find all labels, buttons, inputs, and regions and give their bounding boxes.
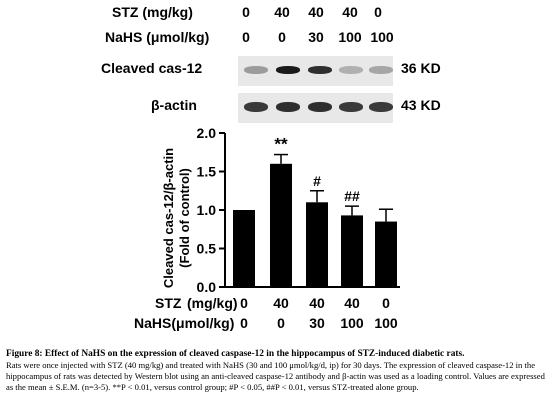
significance-mark: ** [274,135,288,154]
header-stz-value: 0 [374,4,382,20]
blot-band [276,102,300,112]
header-nahs-label: NaHS (μmol/kg) [105,29,210,45]
y-tick-label: 1.0 [197,202,217,218]
blot-band [308,66,332,74]
bars: **### [233,135,397,287]
blot-band [244,102,268,112]
bar [375,221,397,287]
header-stz-value: 40 [342,4,358,20]
significance-mark: ## [344,188,360,204]
x-row-value: 40 [273,295,289,311]
blot-band [308,102,332,112]
x-row-value: 0 [382,295,390,311]
header-nahs-value: 100 [370,29,394,45]
y-axis: 0.0 0.5 1.0 1.5 2.0 [197,125,400,295]
blot-panel-actin [238,93,393,123]
bar [306,202,328,287]
header-nahs-value: 100 [338,29,362,45]
y-tick-label: 1.5 [197,164,217,180]
x-row-value: 100 [340,315,364,331]
header-nahs-value: 0 [278,29,286,45]
x-row-value: 0 [240,315,248,331]
x-row-unit: (mg/kg) [187,295,238,311]
bar-chart: 0.00.51.01.52.0 **### STZ (mg/kg) 0 40 40 40 0… [134,125,400,331]
y-axis-label-unit: (Fold of control) [177,168,192,268]
header-stz-value: 40 [308,4,324,20]
blot-band [369,102,393,112]
y-tick-label: 0.5 [197,241,217,257]
x-row-value: 0 [277,315,285,331]
bar [270,163,292,287]
header-nahs-value: 0 [242,29,250,45]
blot-name-actin: β-actin [151,97,197,113]
x-row-label: STZ [155,295,182,311]
blot-band [276,66,300,74]
bar [233,210,255,287]
header-stz-label: STZ (mg/kg) [112,4,193,20]
x-row-value: 40 [309,295,325,311]
header-nahs-value: 30 [308,29,324,45]
y-axis-label: Cleaved cas-12/β-actin [161,148,176,288]
x-row-value: 100 [374,315,398,331]
header-stz-value: 40 [274,4,290,20]
blot-band [339,66,363,74]
blot-band [369,66,393,74]
x-row-label: NaHS(μmol/kg) [134,315,234,331]
significance-mark: # [313,173,321,189]
caption-title: Figure 8: Effect of NaHS on the expressi… [6,349,465,359]
x-row-value: 30 [309,315,325,331]
blot-name-cas12: Cleaved cas-12 [101,60,203,76]
y-tick-label: 0.0 [197,279,217,295]
blot-kd-cas12: 36 KD [401,60,441,76]
bar [341,215,363,287]
x-row-value: 0 [240,295,248,311]
x-row-value: 40 [344,295,360,311]
header-stz-value: 0 [242,4,250,20]
blot-panel-cas12 [238,56,393,86]
blot-band [244,66,268,74]
caption-text: Rats were once injected with STZ (40 mg/… [6,360,545,392]
figure-caption: Figure 8: Effect of NaHS on the expressi… [6,348,546,393]
blot-kd-actin: 43 KD [401,97,441,113]
y-tick-label: 2.0 [197,125,217,141]
blot-band [339,102,363,112]
